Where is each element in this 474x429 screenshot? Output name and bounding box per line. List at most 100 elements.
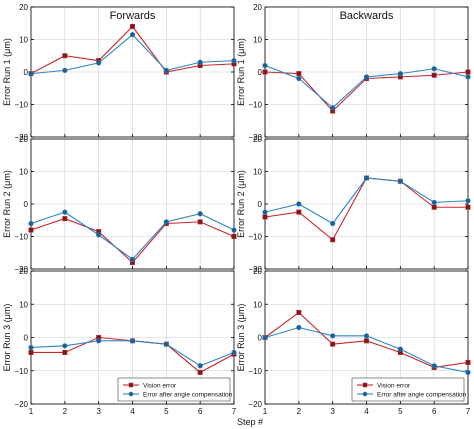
data-point <box>62 343 68 349</box>
y-tick-label: 0 <box>258 334 263 343</box>
data-point <box>296 310 302 316</box>
data-point <box>28 220 34 227</box>
y-tick-label: −10 <box>14 233 28 242</box>
data-point <box>296 71 302 77</box>
legend: Vision error Error after angle compensati… <box>117 377 233 402</box>
x-tick-label: 7 <box>466 407 471 416</box>
data-point <box>363 175 370 181</box>
y-tick-label: −10 <box>14 101 28 110</box>
data-point <box>330 220 336 227</box>
series-compensated-error <box>262 324 471 376</box>
data-point <box>231 58 237 64</box>
x-tick-label: 2 <box>297 407 302 416</box>
y-tick-label: −20 <box>14 400 28 409</box>
data-point <box>296 75 302 82</box>
data-point <box>262 334 268 341</box>
data-point <box>465 69 471 75</box>
y-tick-label: −20 <box>248 265 262 274</box>
x-axis-label: Step # <box>237 417 263 427</box>
y-tick-label: −10 <box>248 367 262 376</box>
legend-box <box>351 377 465 402</box>
y-axis-label: Error Run 2 (μm) <box>2 170 12 238</box>
data-point <box>163 67 169 73</box>
y-tick-label: −20 <box>248 133 262 142</box>
data-point <box>397 71 403 77</box>
data-point <box>330 237 336 243</box>
data-point <box>96 60 102 66</box>
series-vision-error <box>28 216 237 265</box>
x-tick-label: 5 <box>398 407 403 416</box>
data-point <box>28 227 34 233</box>
y-tick-label: −20 <box>14 133 28 142</box>
data-point <box>28 71 34 77</box>
data-point <box>296 201 302 207</box>
data-point <box>28 349 34 355</box>
data-point <box>465 369 471 376</box>
series-compensated-error <box>262 175 471 227</box>
data-point <box>129 32 136 38</box>
data-point <box>231 234 237 240</box>
y-axis-label: Error Run 3 (μm) <box>2 304 12 372</box>
legend-marker <box>362 391 368 397</box>
y-tick-label: 20 <box>253 267 262 276</box>
data-point <box>231 227 237 233</box>
y-axis-label: Error Run 1 (μm) <box>2 38 12 106</box>
data-point <box>465 359 471 365</box>
legend-label: Error after angle compensation <box>143 391 233 398</box>
data-point <box>231 349 237 356</box>
data-point <box>62 67 68 73</box>
y-tick-label: 10 <box>253 36 262 45</box>
series-compensated-error <box>28 209 237 262</box>
data-point <box>130 23 136 29</box>
data-point <box>465 74 471 80</box>
data-point <box>28 344 34 351</box>
data-point <box>197 363 203 369</box>
y-tick-label: 0 <box>24 200 29 209</box>
legend-marker <box>128 382 134 388</box>
y-tick-label: 0 <box>24 68 29 77</box>
y-tick-label: 0 <box>24 334 29 343</box>
data-point <box>431 204 437 210</box>
legend-marker <box>362 382 368 388</box>
y-tick-label: 20 <box>253 135 262 144</box>
data-point <box>330 341 336 347</box>
y-tick-label: −10 <box>248 101 262 110</box>
data-point <box>296 324 302 331</box>
y-tick-label: 0 <box>258 200 263 209</box>
y-axis-label: Error Run 3 (μm) <box>236 304 246 372</box>
data-point <box>62 209 68 215</box>
data-point <box>96 232 102 238</box>
data-point <box>465 204 471 210</box>
y-tick-label: 10 <box>19 36 28 45</box>
y-tick-label: 10 <box>253 168 262 177</box>
data-point <box>363 333 370 339</box>
series-compensated-error <box>28 338 237 369</box>
panel-r2-c1: 20 10 0 −10 −20 Error Run 2 (μm) <box>2 135 237 274</box>
data-point <box>397 178 403 184</box>
data-point <box>363 338 369 344</box>
x-tick-label: 6 <box>432 407 437 416</box>
y-axis-label: Error Run 2 (μm) <box>236 170 246 238</box>
y-tick-label: 10 <box>253 300 262 309</box>
x-tick-label: 3 <box>330 407 335 416</box>
grid <box>264 6 469 138</box>
legend: Vision error Error after angle compensati… <box>351 377 467 402</box>
data-point <box>262 214 268 220</box>
data-point <box>431 66 437 72</box>
data-point <box>96 338 102 344</box>
data-point <box>296 209 302 215</box>
data-point <box>62 349 68 355</box>
data-point <box>262 69 268 75</box>
data-point <box>163 341 169 347</box>
x-tick-label: 4 <box>364 407 369 416</box>
legend-label: Vision error <box>377 382 411 389</box>
y-tick-label: 20 <box>19 267 28 276</box>
y-axis-label: Error Run 1 (μm) <box>236 38 246 106</box>
y-tick-label: −10 <box>248 233 262 242</box>
y-tick-label: 10 <box>19 300 28 309</box>
data-point <box>397 346 403 352</box>
data-point <box>197 211 203 217</box>
data-point <box>262 209 268 215</box>
